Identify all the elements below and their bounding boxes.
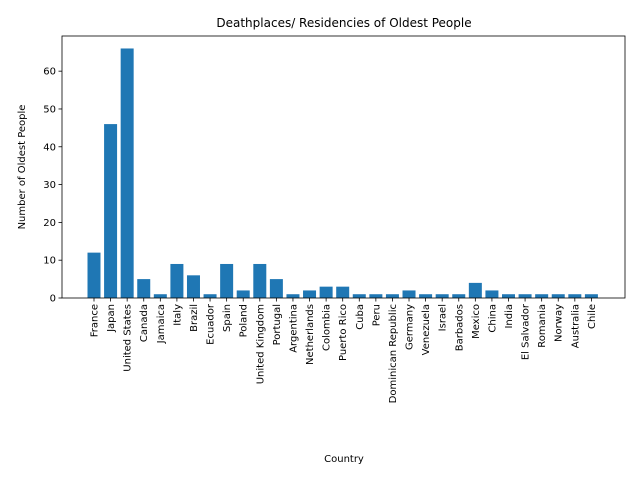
x-tick-label: Ecuador [206, 303, 217, 345]
x-tick-label: Brazil [189, 304, 200, 332]
x-tick-label: Portugal [272, 304, 283, 345]
x-tick-label: Argentina [288, 304, 299, 353]
x-tick-label: Australia [570, 304, 581, 348]
x-tick-label: China [487, 304, 498, 333]
bar [87, 252, 101, 298]
x-tick-label: Norway [554, 304, 565, 342]
bar [120, 48, 134, 299]
y-tick-label: 30 [43, 180, 56, 191]
x-axis-title: Country [324, 454, 364, 465]
y-tick-label: 40 [43, 142, 56, 153]
x-tick-label: Dominican Republic [388, 304, 399, 403]
bar [551, 294, 565, 298]
bar [303, 290, 317, 298]
y-tick-label: 10 [43, 256, 56, 267]
x-tick-label: Puerto Rico [338, 304, 349, 361]
y-axis-title: Number of Oldest People [17, 105, 28, 230]
x-tick-label: Poland [239, 304, 250, 337]
bar [104, 124, 118, 298]
bar [518, 294, 532, 298]
x-tick-label: Peru [371, 304, 382, 326]
x-tick-label: El Salvador [521, 303, 532, 360]
x-tick-label: Germany [405, 304, 416, 350]
bar [468, 282, 482, 298]
y-tick-label: 0 [50, 294, 56, 305]
y-tick-label: 20 [43, 218, 56, 229]
bar [535, 294, 549, 298]
x-tick-label: Jamaica [156, 304, 167, 344]
bar [485, 290, 499, 298]
x-tick-label: Romania [537, 304, 548, 348]
bar [253, 263, 267, 298]
bar [153, 294, 167, 298]
y-axis-ticks: 0 10 20 30 40 50 60 [43, 67, 62, 305]
x-axis-ticks: France Japan United States Canada Jamaica Ita… [90, 298, 598, 403]
x-tick-label: Japan [106, 304, 117, 333]
x-tick-label: Italy [172, 304, 183, 326]
bar [186, 275, 200, 298]
x-tick-label: Mexico [471, 304, 482, 339]
x-tick-label: France [90, 304, 101, 337]
y-tick-label: 50 [43, 104, 56, 115]
x-tick-label: Netherlands [305, 304, 316, 365]
x-tick-label: Canada [139, 304, 150, 342]
bar [336, 286, 350, 298]
x-tick-label: United Kingdom [255, 304, 266, 384]
bar [203, 294, 217, 298]
bar [502, 294, 515, 298]
x-tick-label: Cuba [355, 304, 366, 330]
x-tick-label: Barbados [454, 304, 465, 351]
bars [87, 48, 598, 299]
x-tick-label: Israel [438, 304, 449, 331]
x-tick-label: Chile [587, 304, 598, 329]
bar [584, 294, 598, 298]
bar [385, 294, 399, 298]
x-tick-label: Venezuela [421, 304, 432, 355]
bar [452, 294, 466, 298]
x-tick-label: United States [123, 304, 134, 372]
bar [319, 286, 333, 298]
bar [402, 290, 416, 298]
bar [236, 290, 250, 298]
bar [170, 263, 184, 298]
bar [352, 294, 366, 298]
bar [269, 279, 283, 298]
chart-title: Deathplaces/ Residencies of Oldest Peopl… [216, 16, 471, 30]
x-tick-label: Colombia [322, 304, 333, 351]
bar [568, 294, 582, 298]
y-tick-label: 60 [43, 67, 56, 78]
x-tick-label: Spain [222, 304, 233, 332]
bar [419, 294, 433, 298]
bar [137, 279, 151, 298]
bar [369, 294, 383, 298]
plot-frame [61, 35, 626, 299]
bar [220, 263, 234, 298]
bar [286, 294, 300, 298]
x-tick-label: India [504, 304, 515, 329]
bar [435, 294, 449, 298]
